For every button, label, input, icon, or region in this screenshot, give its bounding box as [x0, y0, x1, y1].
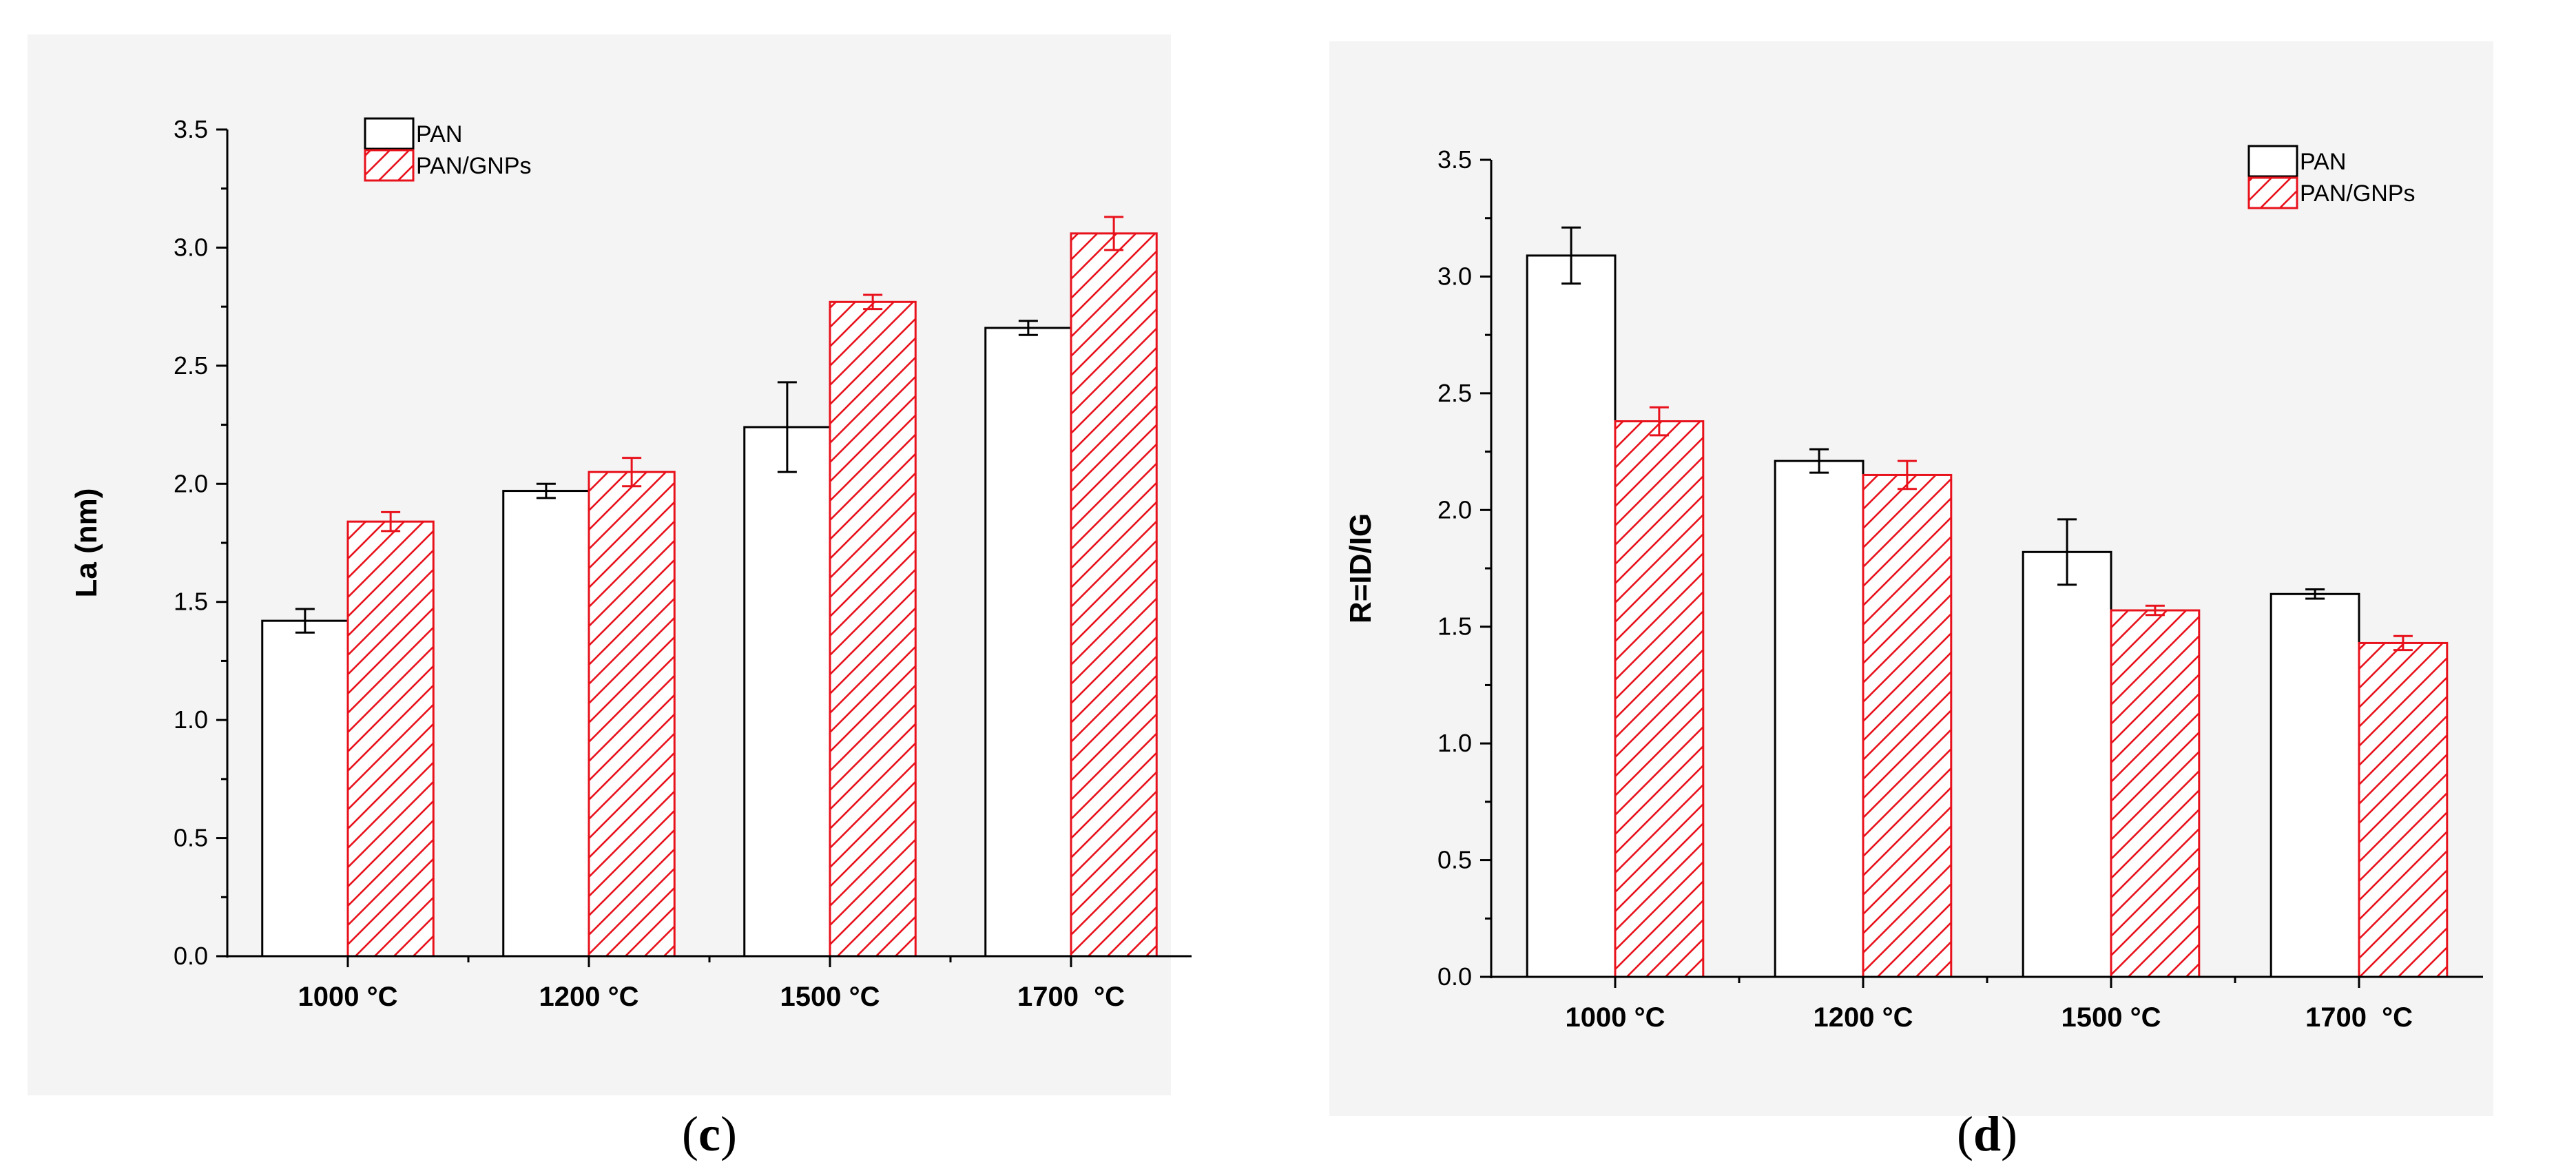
y-tick-label: 2.0 — [1437, 495, 1472, 524]
x-tick-label: 1200 °C — [539, 982, 639, 1012]
x-tick-label: 1000 °C — [1566, 1002, 1665, 1033]
y-tick-label: 3.5 — [1437, 145, 1472, 174]
y-tick-label: 1.5 — [174, 588, 208, 616]
y-tick-label: 0.5 — [1437, 846, 1472, 874]
legend-label: PAN — [416, 121, 462, 147]
y-tick-label: 3.5 — [174, 115, 208, 143]
y-tick-label: 2.0 — [174, 469, 208, 497]
bar-pan-0 — [261, 619, 349, 958]
y-tick-label: 0.0 — [1437, 962, 1472, 991]
legend-label: PAN — [2300, 149, 2346, 175]
bar-pan-3 — [2269, 592, 2360, 978]
bar-pan-gnps-2 — [829, 300, 917, 958]
y-tick-label: 1.0 — [1437, 729, 1472, 757]
legend-label: PAN/GNPs — [416, 153, 532, 179]
bar-pan-gnps-2 — [2110, 609, 2201, 978]
x-tick-label: 1500 °C — [780, 982, 880, 1012]
bar-pan-3 — [984, 327, 1072, 958]
bar-pan-1 — [1774, 459, 1865, 978]
bar-pan-2 — [2022, 550, 2112, 978]
bar-pan-0 — [1526, 254, 1617, 978]
bar-pan-gnps-0 — [1614, 420, 1705, 978]
chart-panel-c: 0.0 0.5 1.0 1.5 2.0 2.5 3.0 3.5 1000 °C 1200 °C 15… — [28, 34, 1192, 1161]
y-axis-label: R=ID/IG — [1344, 513, 1378, 623]
legend-swatch-pan — [2247, 145, 2298, 178]
bar-pan-gnps-0 — [346, 520, 435, 958]
y-tick-label: 0.5 — [174, 824, 208, 852]
legend: PAN PAN/GNPs — [2247, 145, 2416, 209]
y-tick-label: 0.0 — [174, 942, 208, 970]
x-tick-label: 1000 °C — [298, 982, 398, 1012]
bar-pan-2 — [743, 426, 831, 958]
y-tick-label: 3.0 — [174, 233, 208, 261]
legend-swatch-pan-gnps — [2247, 176, 2298, 209]
panel-label: (c) — [682, 1106, 737, 1161]
y-axis-label: La (nm) — [70, 488, 103, 598]
legend: PAN PAN/GNPs — [364, 117, 532, 182]
x-tick-label: 1500 °C — [2061, 1002, 2161, 1033]
bar-pan-gnps-3 — [2358, 641, 2449, 978]
bar-pan-1 — [502, 490, 590, 958]
y-tick-label: 3.0 — [1437, 262, 1472, 290]
x-tick-label: 1700 °C — [1017, 982, 1125, 1012]
y-tick-label: 2.5 — [174, 351, 208, 380]
legend-label: PAN/GNPs — [2300, 180, 2416, 207]
legend-swatch-pan-gnps — [364, 149, 415, 182]
x-tick-label: 1200 °C — [1814, 1002, 1913, 1033]
x-tick-label: 1700 °C — [2305, 1002, 2413, 1033]
bar-pan-gnps-1 — [588, 471, 676, 958]
y-tick-label: 2.5 — [1437, 379, 1472, 407]
bar-pan-gnps-1 — [1862, 473, 1953, 978]
bar-pan-gnps-3 — [1070, 232, 1158, 958]
y-tick-label: 1.0 — [174, 705, 208, 734]
panel-label: (d) — [1957, 1106, 2017, 1161]
chart-panel-d: 0.0 0.5 1.0 1.5 2.0 2.5 3.0 3.5 1000 °C 1200 °C 15… — [1329, 41, 2493, 1161]
y-tick-label: 1.5 — [1437, 612, 1472, 641]
legend-swatch-pan — [364, 117, 415, 150]
